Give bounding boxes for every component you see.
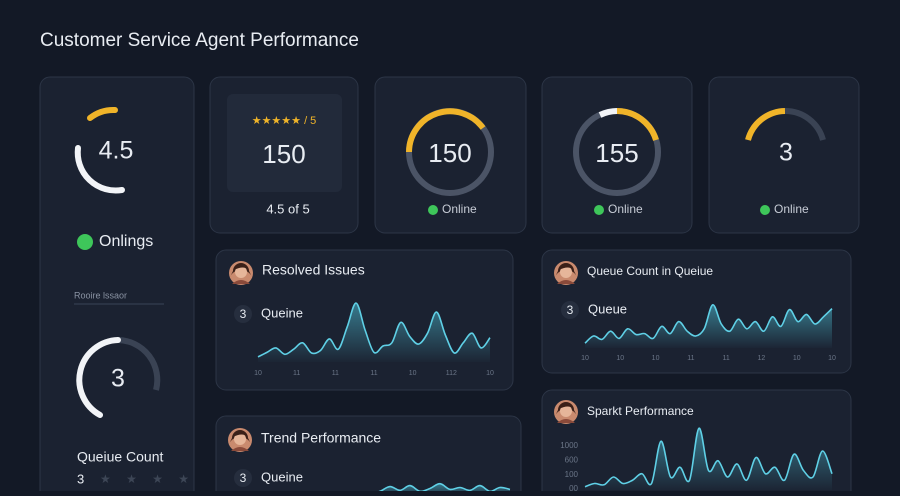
status-dot [77,234,93,250]
kpi-card [708,76,860,234]
kpi-caption: 4.5 of 5 [266,201,309,216]
x-tick-label: 11 [723,355,730,362]
kpi-value: 150 [262,139,305,169]
page-title: Customer Service Agent Performance [40,30,359,51]
kpi-value: 155 [595,138,638,168]
rating-arc [87,106,118,121]
panel-title: Trend Performance [261,430,381,446]
badge [234,469,252,487]
rating-value: 4.5 [99,137,134,165]
sparkline [257,302,491,358]
x-tick-label: 11 [293,370,300,377]
badge [234,305,252,323]
badge-value: 3 [240,471,247,485]
panel-label: Queine [261,305,303,320]
y-tick-label: 600 [565,455,579,464]
kpi-card [541,76,693,234]
x-tick-label: 10 [581,355,589,362]
status-text: Online [442,202,477,216]
y-tick-label: 100 [565,470,579,479]
x-tick-label: 11 [332,370,339,377]
y-tick-label: 1000 [560,441,578,450]
kpi-arc [406,108,486,153]
stars: ★ ★ ★ ★ [100,472,195,486]
status-dot [594,205,604,215]
status-text: Online [608,202,643,216]
x-tick-label: 11 [370,370,377,377]
kpi-card [374,76,527,234]
panel-title: Sparkt Performance [587,404,694,418]
x-tick-label: 10 [652,355,660,362]
panel [215,415,522,496]
panel-label: Queine [261,469,303,484]
x-tick-label: 10 [254,370,262,377]
x-tick-label: 10 [486,370,494,377]
status-dot [760,205,770,215]
sparkline-area [585,304,832,348]
queue-value: 3 [77,471,84,486]
x-tick-label: 10 [793,355,801,362]
badge-value: 3 [240,307,247,321]
panel-label: Queue [588,301,627,316]
avatar [554,400,578,424]
kpi-stars: ★★★★★ / 5 [252,115,317,127]
kpi-arc [745,108,786,141]
y-tick-label: 00 [569,484,578,491]
avatar [554,261,578,285]
x-tick-label: 10 [828,355,836,362]
avatar [228,428,252,452]
panel-title: Queue Count in Queiue [587,264,713,278]
kpi-inner [227,94,342,192]
x-tick-label: 10 [409,370,417,377]
avatar [229,261,253,285]
x-tick-label: 112 [446,370,457,377]
status-text: Onlings [99,233,153,250]
x-tick-label: 10 [616,355,624,362]
sparkline [584,303,833,344]
queue-arc [76,337,121,418]
kpi-value: 3 [779,139,793,167]
status-text: Online [774,202,809,216]
badge [561,301,579,319]
kpi-value: 150 [428,138,471,168]
kpi-arc [598,108,618,118]
x-tick-label: 12 [758,355,766,362]
sparkline [584,427,833,488]
badge-value: 3 [567,303,574,317]
queue-title: Queiue Count [77,449,164,465]
sparkline-area [585,428,832,490]
rating-arc [74,145,125,194]
queue-gauge-value: 3 [111,365,125,393]
input-label[interactable]: Rooire lssaor [74,290,127,300]
kpi-arc [616,108,659,142]
kpi-arc [784,107,826,141]
queue-arc [117,337,161,391]
status-dot [428,205,438,215]
sparkline-area [258,303,490,362]
x-tick-label: 11 [687,355,694,362]
panel-title: Resolved Issues [262,262,365,278]
